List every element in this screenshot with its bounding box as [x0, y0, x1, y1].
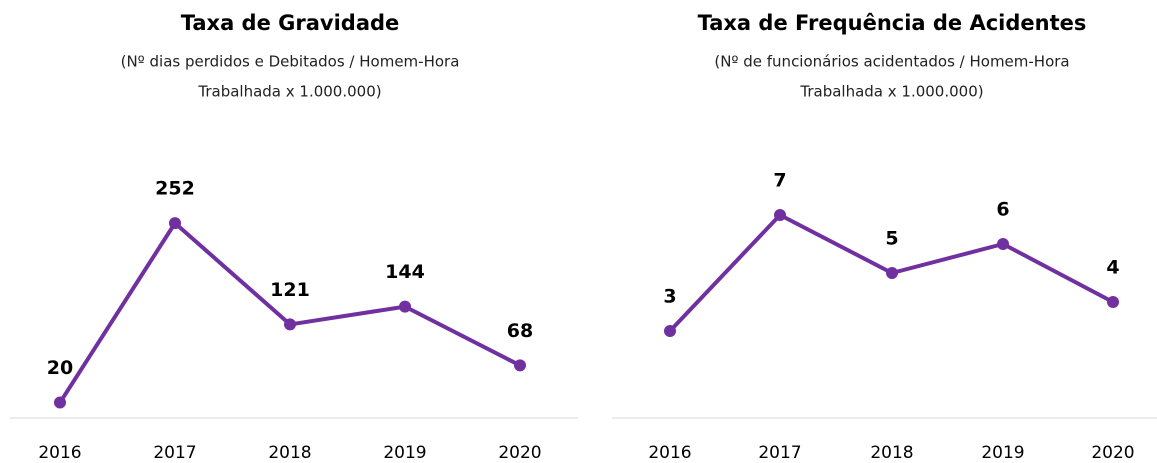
point	[997, 238, 1009, 250]
value-label: 20	[47, 357, 73, 379]
x-tick-label: 2016	[38, 443, 81, 463]
value-label: 3	[663, 286, 676, 308]
chart-title: Taxa de Frequência de Acidentes	[698, 11, 1087, 35]
point	[514, 359, 526, 372]
chart-subtitle: (Nº de funcionários acidentados / Homem-…	[714, 53, 1069, 71]
point	[399, 300, 411, 313]
x-tick-label: 2017	[758, 443, 801, 463]
x-tick-label: 2020	[498, 443, 541, 463]
value-label: 144	[385, 261, 425, 283]
point	[1107, 296, 1119, 308]
chart-subtitle: Trabalhada x 1.000.000)	[799, 83, 983, 101]
value-label: 6	[996, 199, 1009, 221]
chart-subtitle: (Nº dias perdidos e Debitados / Homem-Ho…	[121, 53, 460, 71]
value-label: 4	[1106, 257, 1119, 279]
x-tick-label: 2019	[383, 443, 426, 463]
x-tick-label: 2019	[981, 443, 1024, 463]
point	[886, 267, 898, 279]
chart-title: Taxa de Gravidade	[181, 11, 400, 35]
x-tick-label: 2018	[268, 443, 311, 463]
point	[169, 217, 181, 230]
chart-subtitle: Trabalhada x 1.000.000)	[197, 83, 381, 101]
value-label: 5	[885, 228, 898, 250]
value-label: 121	[270, 279, 310, 301]
value-label: 252	[155, 178, 195, 200]
value-label: 68	[507, 320, 533, 342]
point	[284, 318, 296, 331]
x-tick-label: 2020	[1091, 443, 1134, 463]
value-label: 7	[773, 170, 786, 192]
x-tick-label: 2017	[153, 443, 196, 463]
x-tick-label: 2018	[870, 443, 913, 463]
line	[58, 221, 521, 404]
point	[664, 325, 676, 337]
point	[774, 209, 786, 221]
x-tick-label: 2016	[648, 443, 691, 463]
point	[54, 396, 66, 409]
